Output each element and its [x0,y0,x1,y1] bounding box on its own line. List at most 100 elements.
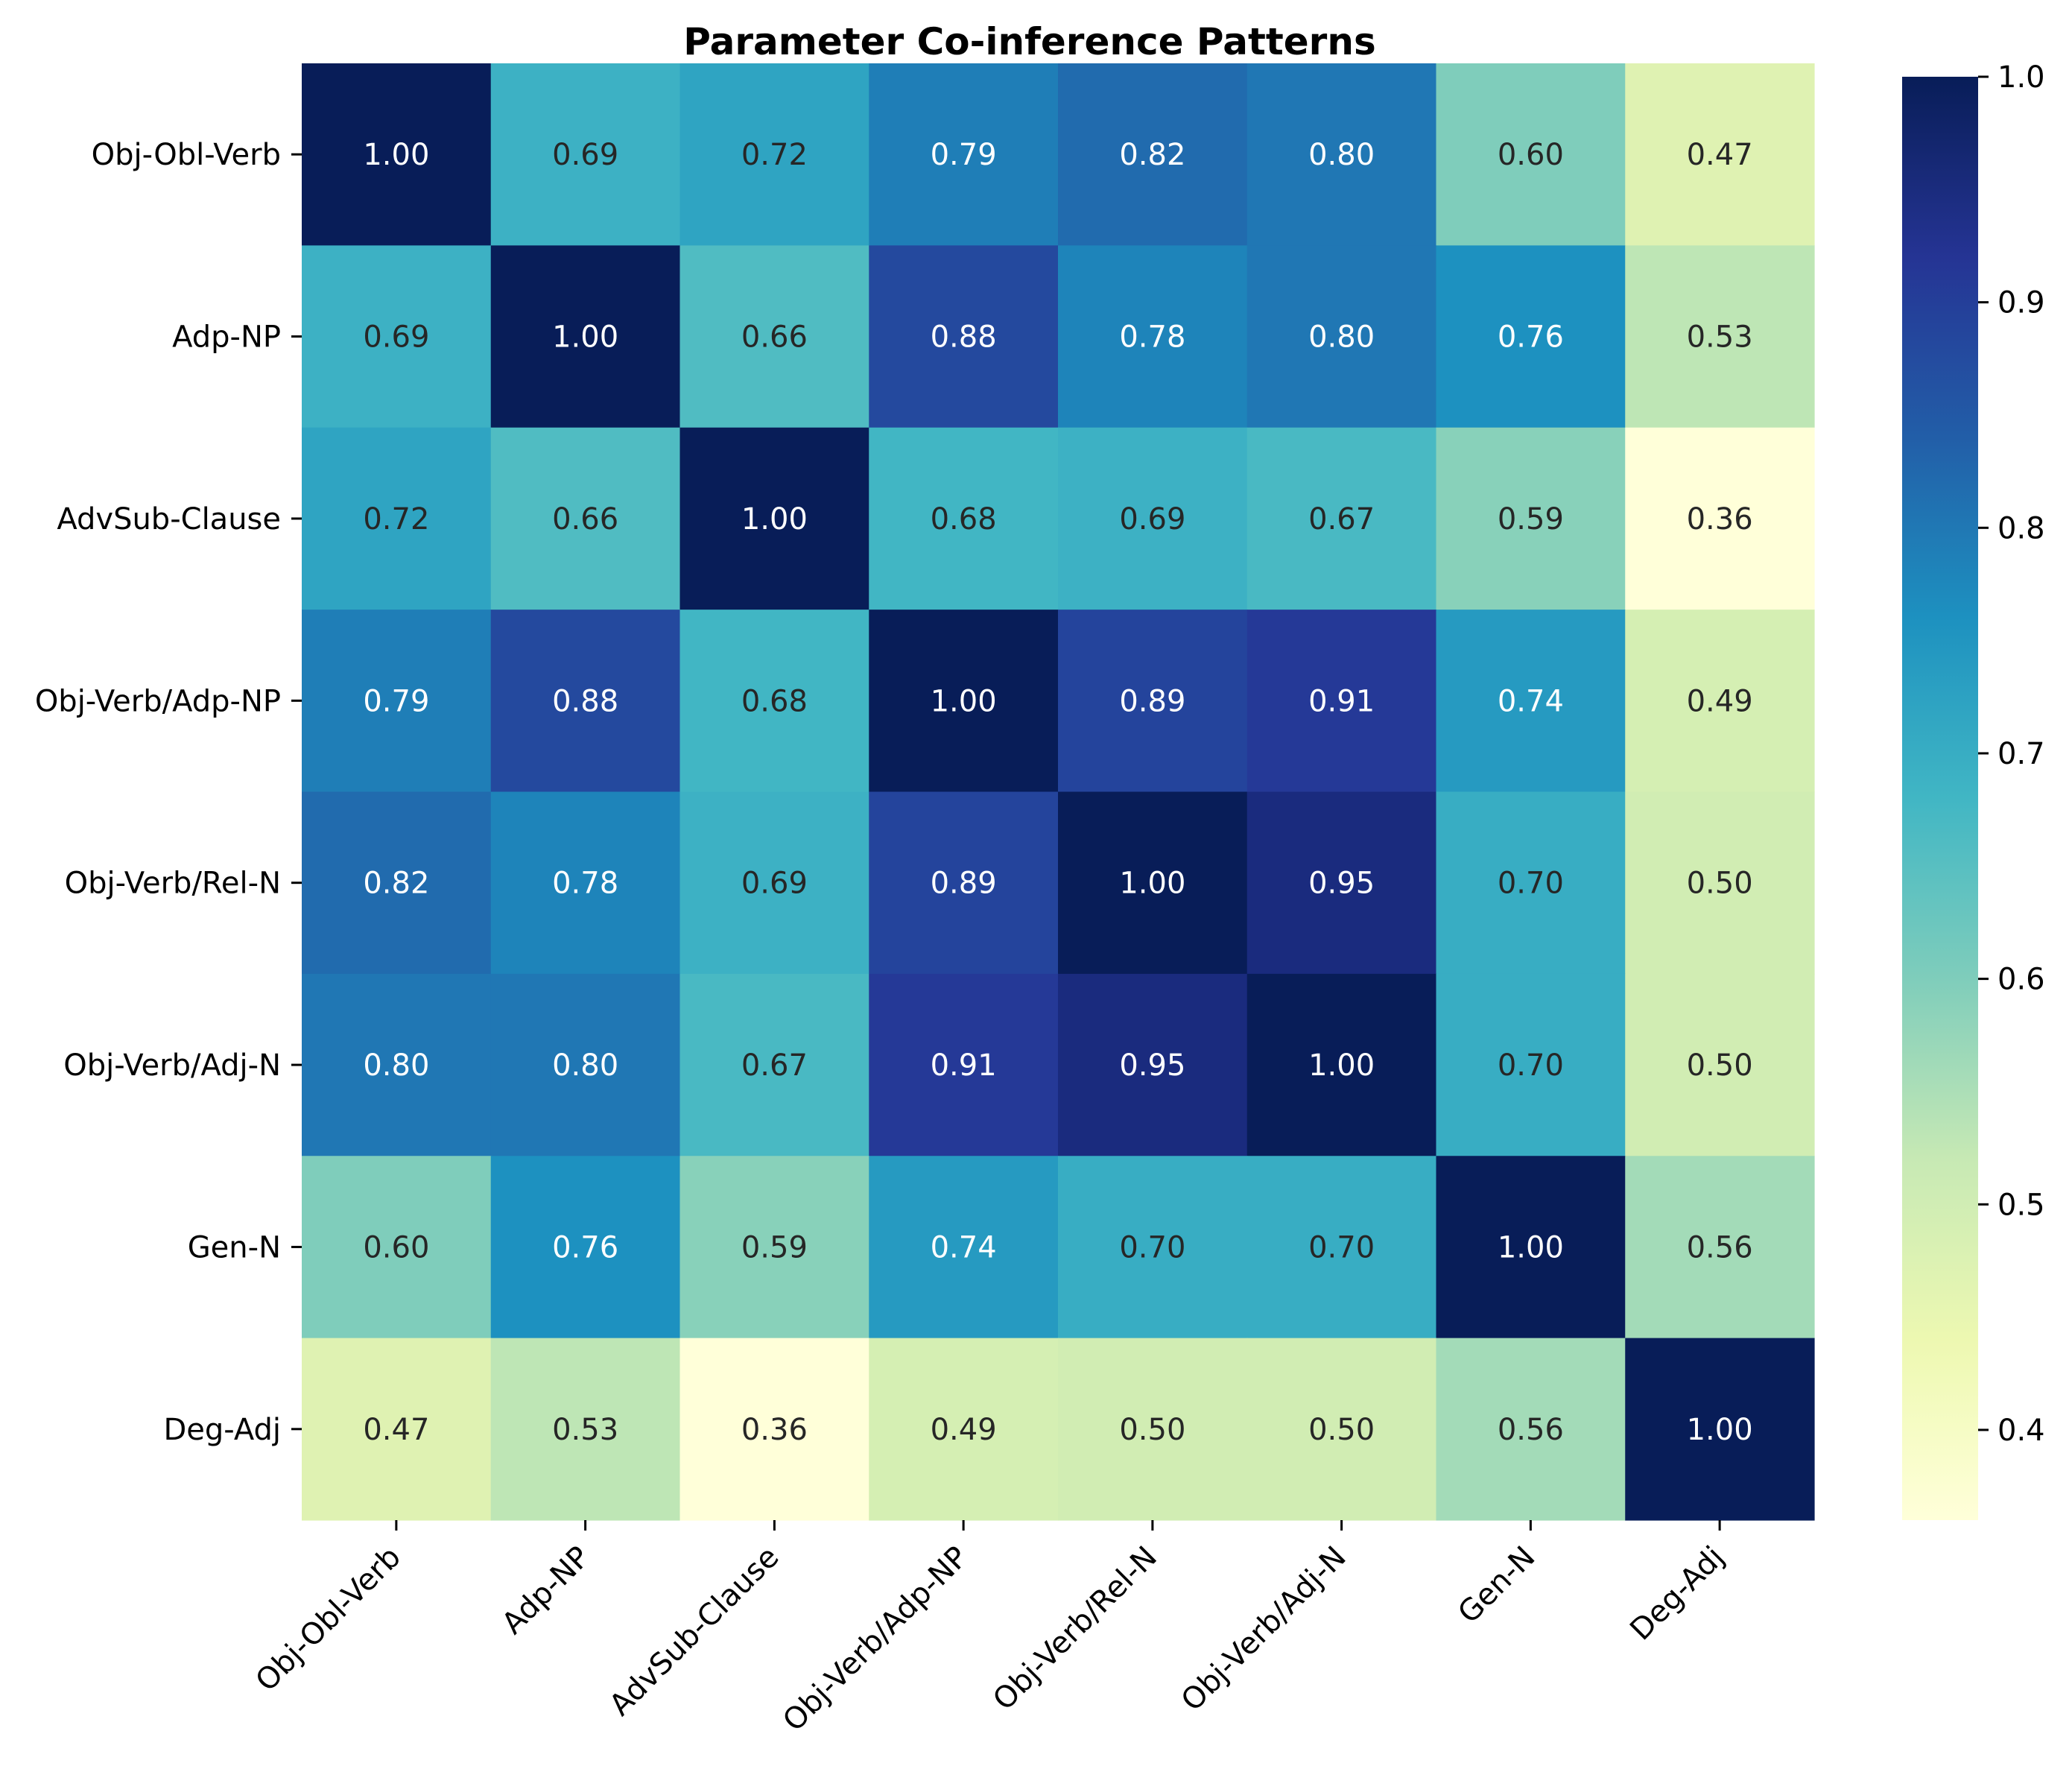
cell-value-label: 0.59 [1498,502,1564,537]
heatmap-cell [1436,1338,1626,1521]
cell-value-label: 0.59 [741,1230,808,1265]
heatmap-cell [679,427,869,610]
cell-value-label: 0.68 [741,684,808,718]
y-tick-label: Obj-Obl-Verb [92,138,281,172]
cell-value-label: 0.82 [363,867,429,901]
cell-value-label: 0.69 [1119,502,1185,537]
y-axis: Obj-Obl-Verb Adp-NP AdvSub-Clause Obj-Verb/… [35,138,302,1447]
heatmap-cell [1246,973,1437,1156]
heatmap-cell [302,245,492,428]
heatmap-cell [1246,245,1437,428]
cell-value-label: 0.53 [1687,320,1753,355]
cell-value-label: 0.47 [1687,138,1753,172]
cell-value-label: 0.95 [1119,1048,1185,1083]
heatmap-cell [869,245,1059,428]
cell-value-label: 0.67 [741,1048,808,1083]
cell-value-label: 0.89 [931,867,997,901]
heatmap-cell [1058,610,1248,793]
cell-value-label: 0.50 [1119,1413,1185,1447]
cell-value-label: 0.50 [1687,867,1753,901]
cell-value-label: 0.72 [363,502,429,537]
heatmap-cells [302,63,1815,1521]
cell-value-label: 0.74 [931,1230,997,1265]
cell-value-label: 0.36 [1687,502,1753,537]
heatmap-cell [1246,1156,1437,1339]
cell-value-label: 0.49 [1687,684,1753,718]
heatmap-cell [869,63,1059,246]
cell-value-label: 0.88 [931,320,997,355]
cell-value-label: 0.80 [1308,138,1375,172]
colorbar-tick-label: 0.5 [1997,1188,2045,1222]
heatmap-cell [869,791,1059,975]
heatmap-cell [679,791,869,975]
heatmap-cell [1625,1156,1815,1339]
heatmap-cell [490,427,681,610]
y-tick-label: Obj-Verb/Rel-N [65,867,281,901]
colorbar-tick-label: 0.4 [1997,1414,2045,1448]
cell-value-label: 0.76 [1498,320,1564,355]
cell-value-label: 0.88 [552,684,618,718]
heatmap-cell [1058,245,1248,428]
y-tick-label: Deg-Adj [163,1413,281,1447]
heatmap-cell [1246,63,1437,246]
heatmap-cell [679,1338,869,1521]
heatmap-cell [679,973,869,1156]
heatmap-cell [490,245,681,428]
cell-value-label: 1.00 [741,502,808,537]
heatmap-cell [1625,63,1815,246]
y-tick-label: Obj-Verb/Adj-N [63,1048,281,1083]
cell-value-label: 0.80 [552,1048,618,1083]
heatmap-cell [302,791,492,975]
heatmap-cell [1436,1156,1626,1339]
colorbar-tick-label: 0.7 [1997,737,2045,771]
cell-value-label: 0.69 [741,867,808,901]
chart-title: Parameter Co-inference Patterns [683,20,1375,63]
heatmap-cell [679,1156,869,1339]
heatmap-cell [490,791,681,975]
heatmap-cell [490,1338,681,1521]
heatmap-cell [1058,1338,1248,1521]
cell-value-label: 1.00 [1119,867,1185,901]
cell-value-label: 0.70 [1498,1048,1564,1083]
cell-value-label: 1.00 [1498,1230,1564,1265]
cell-value-label: 0.53 [552,1413,618,1447]
heatmap-cell [1436,610,1626,793]
heatmap-cell [1625,610,1815,793]
heatmap-cell [490,973,681,1156]
cell-value-label: 0.70 [1119,1230,1185,1265]
heatmap-cell [302,610,492,793]
heatmap-cell [679,245,869,428]
cell-value-label: 0.82 [1119,138,1185,172]
cell-value-label: 0.69 [552,138,618,172]
heatmap-cell [1625,973,1815,1156]
heatmap-cell [1625,791,1815,975]
cell-value-label: 0.79 [363,684,429,718]
heatmap-cell [490,63,681,246]
heatmap-cell [869,427,1059,610]
heatmap-cell [302,427,492,610]
cell-value-label: 1.00 [552,320,618,355]
y-tick-label: Adp-NP [172,320,281,355]
heatmap-cell [679,63,869,246]
heatmap-cell [302,1338,492,1521]
heatmap-cell [302,63,492,246]
cell-value-label: 0.50 [1687,1048,1753,1083]
heatmap-cell [869,973,1059,1156]
heatmap-cell [1625,245,1815,428]
cell-value-label: 1.00 [1308,1048,1375,1083]
cell-value-label: 0.67 [1308,502,1375,537]
cell-value-label: 0.79 [931,138,997,172]
cell-value-label: 0.49 [931,1413,997,1447]
y-tick-label: AdvSub-Clause [57,502,281,537]
cell-value-label: 0.80 [363,1048,429,1083]
cell-value-label: 0.76 [552,1230,618,1265]
cell-value-label: 0.69 [363,320,429,355]
colorbar-tick-label: 0.9 [1997,286,2045,320]
y-tick-label: Gen-N [188,1230,281,1265]
cell-value-label: 0.74 [1498,684,1564,718]
heatmap-cell [490,610,681,793]
heatmap-cell [1246,791,1437,975]
heatmap-cell [302,1156,492,1339]
